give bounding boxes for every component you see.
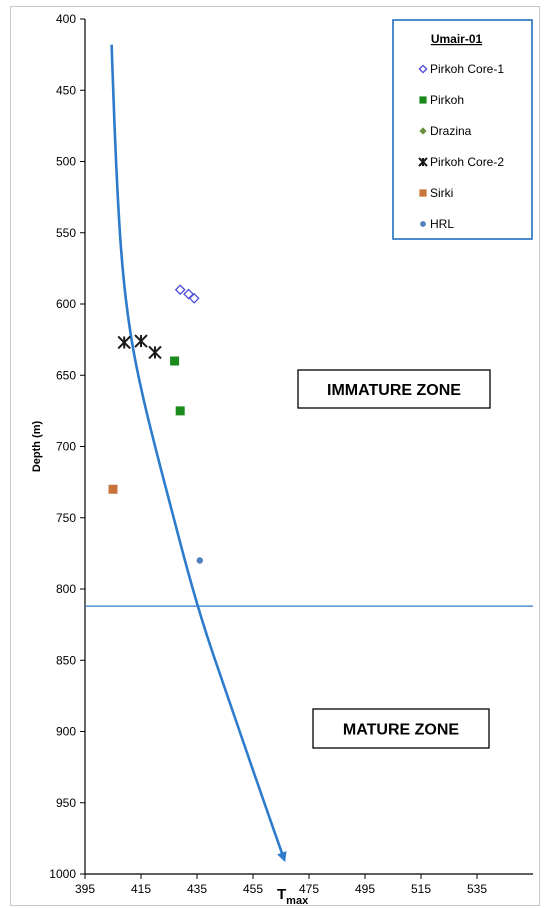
legend-label-pirkoh-core-1: Pirkoh Core-1 bbox=[430, 62, 504, 76]
y-tick-label: 650 bbox=[56, 368, 76, 382]
x-tick-label: 455 bbox=[243, 882, 263, 896]
point-pirkoh-core-1 bbox=[174, 284, 186, 296]
y-tick-label: 750 bbox=[56, 511, 76, 525]
point-sirki bbox=[108, 484, 118, 494]
y-tick-label: 400 bbox=[56, 12, 76, 26]
legend-label-hrl: HRL bbox=[430, 217, 454, 231]
legend-label-pirkoh: Pirkoh bbox=[430, 93, 464, 107]
legend-label-pirkoh-core-2: Pirkoh Core-2 bbox=[430, 155, 504, 169]
immature-zone-box bbox=[297, 369, 491, 409]
x-axis-title-main: T bbox=[277, 886, 286, 903]
y-tick-label: 550 bbox=[56, 226, 76, 240]
point-pirkoh-core-2 bbox=[148, 345, 162, 360]
y-tick-label: 450 bbox=[56, 83, 76, 97]
legend-marker-drazina bbox=[419, 127, 427, 135]
x-tick-label: 535 bbox=[467, 882, 487, 896]
y-tick-label: 700 bbox=[56, 440, 76, 454]
legend-marker-pirkoh-core-2 bbox=[418, 157, 428, 167]
y-axis-title: Depth (m) bbox=[31, 421, 43, 473]
legend-title: Umair-01 bbox=[431, 32, 483, 46]
maturity-trend-arrow bbox=[110, 44, 287, 863]
legend-marker-sirki bbox=[419, 189, 427, 197]
y-tick-label: 800 bbox=[56, 582, 76, 596]
x-tick-label: 515 bbox=[411, 882, 431, 896]
y-tick-label: 850 bbox=[56, 653, 76, 667]
y-tick-label: 1000 bbox=[49, 867, 76, 881]
mature-zone-box bbox=[312, 708, 490, 749]
x-tick-label: 415 bbox=[131, 882, 151, 896]
y-tick-label: 900 bbox=[56, 725, 76, 739]
x-tick-label: 495 bbox=[355, 882, 375, 896]
legend-marker-hrl bbox=[420, 221, 426, 227]
point-pirkoh bbox=[175, 406, 185, 416]
legend-marker-pirkoh-core-1 bbox=[418, 64, 428, 74]
legend-label-sirki: Sirki bbox=[430, 186, 453, 200]
point-pirkoh bbox=[170, 356, 180, 366]
x-axis-title-subscript: max bbox=[286, 895, 309, 907]
y-tick-label: 500 bbox=[56, 155, 76, 169]
legend-box bbox=[392, 19, 533, 240]
x-tick-label: 395 bbox=[75, 882, 95, 896]
x-tick-label: 475 bbox=[299, 882, 319, 896]
point-hrl bbox=[196, 557, 203, 564]
mature-zone-label: MATURE ZONE bbox=[343, 722, 459, 739]
x-axis-title: Tmax bbox=[277, 886, 309, 907]
point-pirkoh-core-2 bbox=[134, 334, 148, 348]
legend-marker-pirkoh bbox=[419, 96, 427, 104]
x-tick-label: 435 bbox=[187, 882, 207, 896]
immature-zone-label: IMMATURE ZONE bbox=[327, 382, 461, 399]
legend-label-drazina: Drazina bbox=[430, 124, 472, 138]
y-tick-label: 950 bbox=[56, 796, 76, 810]
point-pirkoh-core-2 bbox=[117, 335, 131, 350]
point-pirkoh-core-1 bbox=[188, 292, 200, 304]
y-tick-label: 600 bbox=[56, 297, 76, 311]
